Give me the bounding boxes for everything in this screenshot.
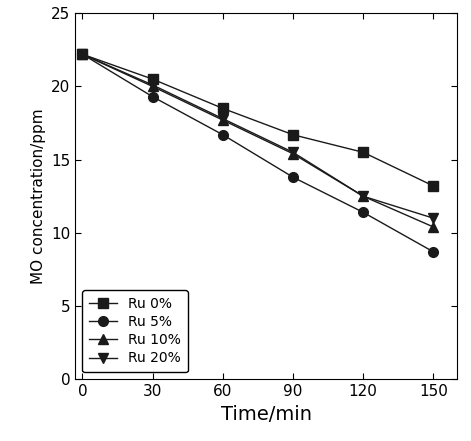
Ru 5% (150, 94, 155, 99)
Ru 20% (150, 82, 155, 88)
Ru 10% (150, 84, 155, 89)
Ru 5% (360, 210, 366, 215)
Ru 20% (290, 149, 296, 155)
Ru 0% (290, 132, 296, 138)
X-axis label: Time/min: Time/min (220, 405, 312, 424)
Ru 10% (290, 151, 296, 157)
Line: Ru 10%: Ru 10% (78, 49, 439, 232)
Ru 20% (360, 194, 366, 199)
Ru 0% (150, 76, 155, 82)
Line: Ru 5%: Ru 5% (78, 49, 439, 257)
Legend: Ru 0%, Ru 5%, Ru 10%, Ru 20%: Ru 0%, Ru 5%, Ru 10%, Ru 20% (82, 290, 188, 372)
Ru 0% (220, 106, 226, 111)
Line: Ru 0%: Ru 0% (78, 49, 439, 191)
Ru 5% (290, 175, 296, 180)
Ru 10% (220, 117, 226, 123)
Ru 0% (430, 183, 436, 189)
Ru 10% (360, 194, 366, 199)
Ru 10% (80, 52, 85, 57)
Ru 5% (220, 132, 226, 138)
Ru 5% (430, 249, 436, 254)
Y-axis label: MO concentration/ppm: MO concentration/ppm (31, 108, 46, 284)
Ru 20% (220, 116, 226, 121)
Ru 0% (80, 52, 85, 57)
Line: Ru 20%: Ru 20% (78, 49, 439, 223)
Ru 5% (80, 52, 85, 57)
Ru 0% (360, 149, 366, 155)
Ru 20% (80, 52, 85, 57)
Ru 10% (430, 224, 436, 230)
Ru 20% (430, 216, 436, 221)
